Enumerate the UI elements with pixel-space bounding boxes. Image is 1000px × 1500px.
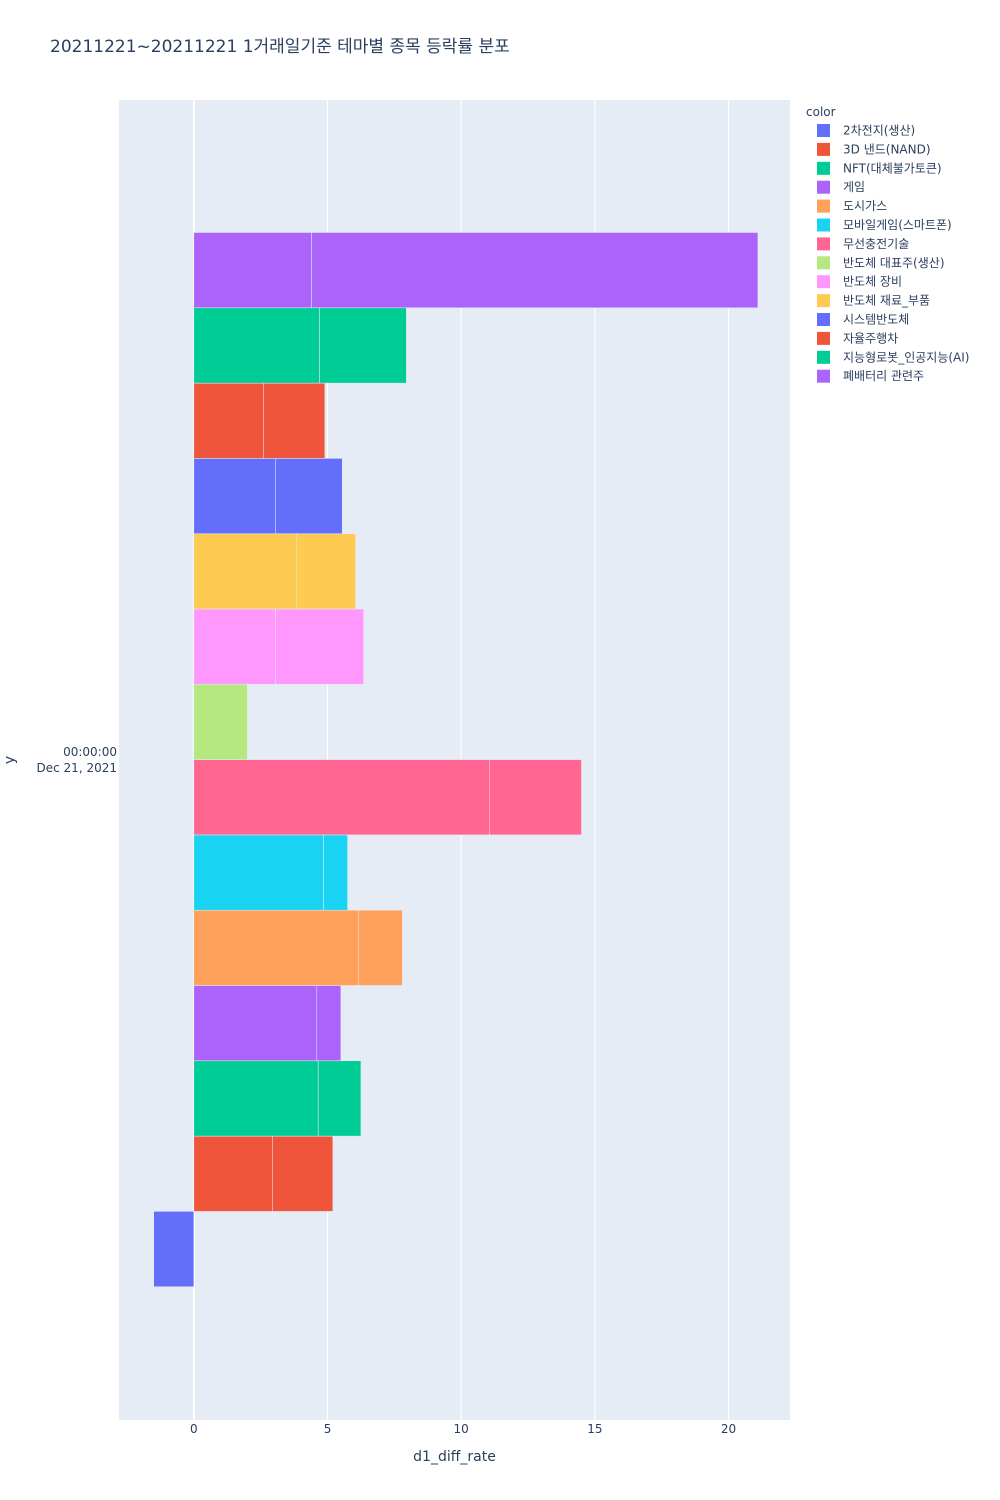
legend-swatch[interactable] bbox=[817, 218, 830, 232]
legend-swatch[interactable] bbox=[817, 124, 830, 137]
bar-segment[interactable] bbox=[193, 1060, 319, 1137]
legend-swatch[interactable] bbox=[817, 142, 830, 156]
legend-swatch[interactable] bbox=[817, 331, 830, 345]
bar-segment[interactable] bbox=[358, 909, 403, 986]
bar-segment[interactable] bbox=[193, 1135, 273, 1212]
bar-segment[interactable] bbox=[316, 985, 342, 1062]
bar-segment[interactable] bbox=[153, 1211, 195, 1287]
bar-segment[interactable] bbox=[272, 1135, 334, 1212]
legend-item-label[interactable]: 반도체 장비 bbox=[843, 275, 902, 289]
bar-segment[interactable] bbox=[193, 759, 490, 836]
bar-segment[interactable] bbox=[296, 533, 356, 610]
y-tick-label-date: Dec 21, 2021 bbox=[37, 761, 117, 775]
bar-segment[interactable] bbox=[317, 1060, 362, 1137]
legend-swatch[interactable] bbox=[817, 237, 830, 251]
bar-segment[interactable] bbox=[263, 382, 326, 459]
legend-title: color bbox=[806, 105, 836, 119]
bar-segment[interactable] bbox=[193, 533, 298, 610]
legend-swatch[interactable] bbox=[817, 199, 830, 213]
legend-swatch[interactable] bbox=[817, 313, 830, 326]
y-tick-label-time: 00:00:00 bbox=[63, 745, 117, 759]
legend-item-label[interactable]: 게임 bbox=[843, 180, 865, 194]
legend-item-label[interactable]: 2차전지(생산) bbox=[843, 124, 915, 138]
chart-title: 20211221~20211221 1거래일기준 테마별 종목 등락률 분포 bbox=[50, 37, 510, 57]
legend-item-label[interactable]: NFT(대체불가토큰) bbox=[843, 161, 942, 175]
legend-item-label[interactable]: 지능형로봇_인공지능(AI) bbox=[843, 350, 969, 364]
bar-segment[interactable] bbox=[193, 834, 324, 911]
legend[interactable]: 2차전지(생산) 3D 낸드(NAND) NFT(대체불가토큰) 게임도시가스모바일게… bbox=[817, 124, 969, 384]
legend-swatch[interactable] bbox=[817, 350, 830, 364]
x-axis-title: d1_diff_rate bbox=[413, 1449, 496, 1465]
bar-segment[interactable] bbox=[275, 458, 343, 534]
legend-item-label[interactable]: 도시가스 bbox=[843, 199, 887, 213]
x-tick-label: 20 bbox=[721, 1422, 736, 1436]
y-axis-title: y bbox=[2, 756, 18, 764]
bar-segment[interactable] bbox=[193, 684, 248, 760]
bar-segment[interactable] bbox=[311, 232, 759, 309]
bar-segment[interactable] bbox=[275, 608, 364, 685]
legend-item-label[interactable]: 무선충전기술 bbox=[843, 237, 909, 251]
bar-segment[interactable] bbox=[193, 232, 312, 309]
legend-item-label[interactable]: 모바일게임(스마트폰) bbox=[843, 218, 952, 232]
x-tick-label: 5 bbox=[324, 1422, 332, 1436]
bar-segment[interactable] bbox=[193, 608, 276, 685]
legend-swatch[interactable] bbox=[817, 180, 830, 194]
x-tick-label: 15 bbox=[587, 1422, 602, 1436]
bar-segment[interactable] bbox=[193, 909, 359, 986]
legend-swatch[interactable] bbox=[817, 161, 830, 175]
legend-item-label[interactable]: 시스템반도체 bbox=[843, 313, 909, 327]
legend-swatch[interactable] bbox=[817, 275, 830, 289]
bars bbox=[153, 232, 759, 1287]
bar-segment[interactable] bbox=[489, 759, 582, 836]
bar-segment[interactable] bbox=[323, 834, 348, 911]
bar-segment[interactable] bbox=[193, 458, 276, 534]
legend-item-label[interactable]: 자율주행차 bbox=[843, 330, 898, 345]
bar-segment[interactable] bbox=[193, 985, 318, 1062]
bar-segment[interactable] bbox=[319, 307, 407, 384]
legend-swatch[interactable] bbox=[817, 369, 830, 383]
legend-item-label[interactable]: 반도체 재료_부품 bbox=[843, 294, 930, 308]
x-axis-ticks: 0 5 10 15 20 bbox=[190, 1422, 736, 1436]
x-tick-label: 0 bbox=[190, 1422, 198, 1436]
bar-segment[interactable] bbox=[193, 307, 320, 384]
legend-swatch[interactable] bbox=[817, 294, 830, 308]
legend-swatch[interactable] bbox=[817, 256, 830, 270]
legend-item-label[interactable]: 반도체 대표주(생산) bbox=[843, 256, 945, 270]
bar-segment[interactable] bbox=[193, 382, 264, 459]
legend-item-label[interactable]: 폐배터리 관련주 bbox=[843, 369, 924, 383]
x-tick-label: 10 bbox=[454, 1422, 469, 1436]
legend-item-label[interactable]: 3D 낸드(NAND) bbox=[843, 142, 931, 156]
